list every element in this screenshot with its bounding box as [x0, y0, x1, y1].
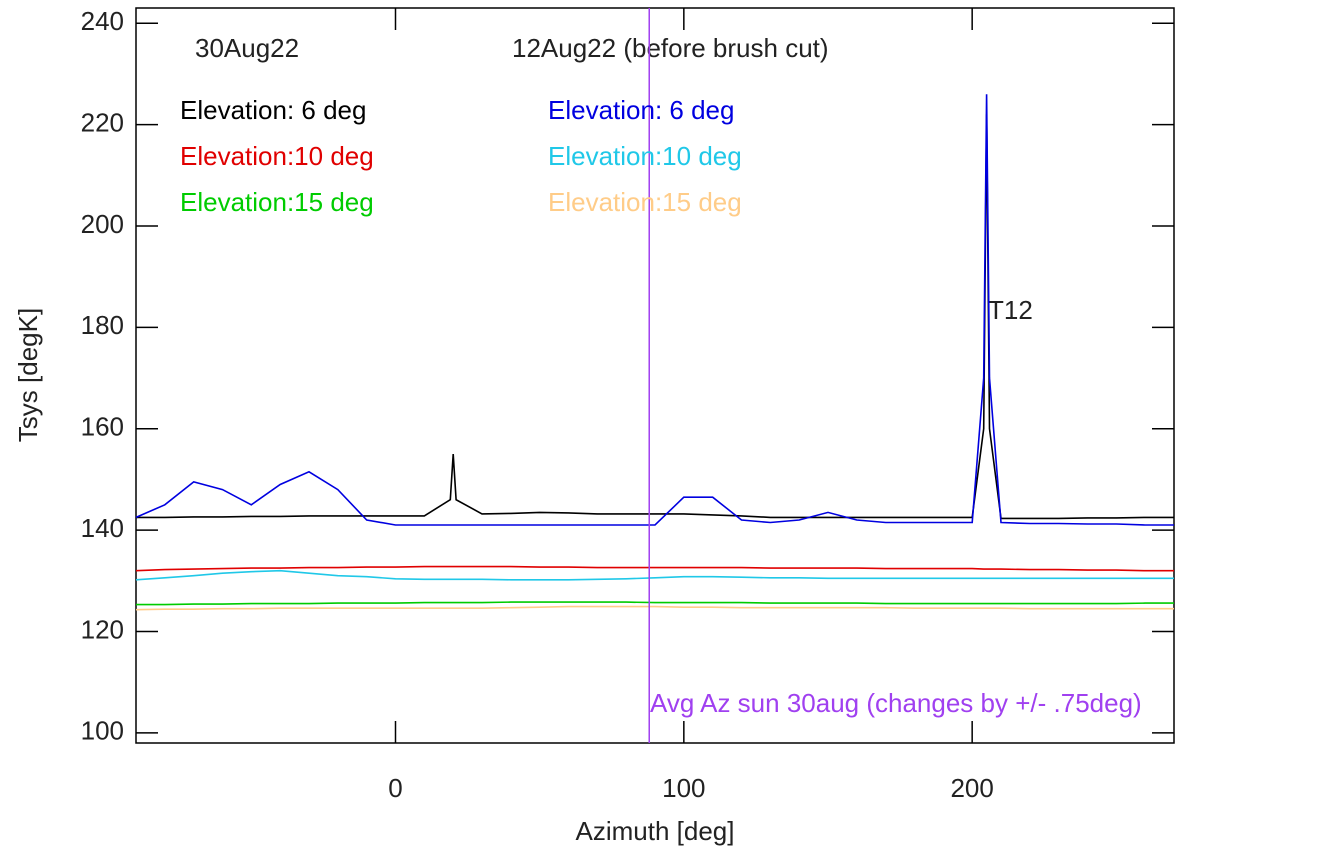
legend-entry: Elevation:15 deg	[548, 187, 742, 217]
legend-entry: Elevation: 6 deg	[548, 95, 734, 125]
column-title: 12Aug22 (before brush cut)	[512, 33, 829, 63]
legend-entry: Elevation:15 deg	[180, 187, 374, 217]
legend-entry: Elevation:10 deg	[548, 141, 742, 171]
annotation: Avg Az sun 30aug (changes by +/- .75deg)	[650, 688, 1142, 718]
series-line	[135, 94, 1174, 526]
x-tick-label: 0	[388, 773, 402, 803]
y-tick-label: 140	[81, 513, 124, 543]
x-tick-label: 100	[662, 773, 705, 803]
annotation: T12	[988, 295, 1033, 325]
y-tick-label: 240	[81, 6, 124, 36]
y-tick-label: 220	[81, 107, 124, 137]
y-tick-label: 160	[81, 412, 124, 442]
series-line	[135, 569, 1174, 581]
y-axis-label: Tsys [degK]	[13, 308, 43, 442]
series-line	[135, 605, 1174, 611]
series-line	[136, 601, 1174, 606]
y-tick-label: 200	[81, 209, 124, 239]
legend-entry: Elevation: 6 deg	[180, 95, 366, 125]
x-tick-label: 200	[950, 773, 993, 803]
y-tick-label: 100	[81, 716, 124, 746]
series-line	[136, 114, 1174, 520]
y-tick-label: 180	[81, 310, 124, 340]
plot-frame	[135, 7, 1175, 744]
series-line	[135, 565, 1174, 572]
x-axis-label: Azimuth [deg]	[576, 816, 735, 846]
y-tick-label: 120	[81, 614, 124, 644]
legend-entry: Elevation:10 deg	[180, 141, 374, 171]
column-title: 30Aug22	[195, 33, 299, 63]
